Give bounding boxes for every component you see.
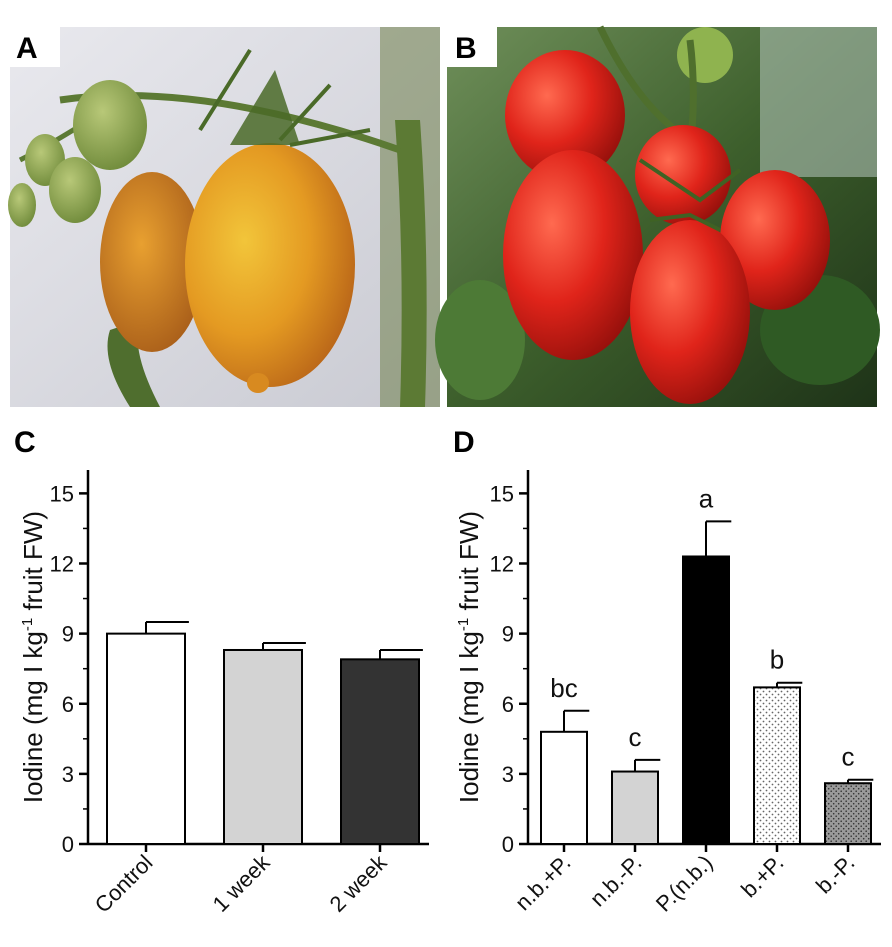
significance-label: c [629, 722, 642, 752]
y-tick-label: 12 [50, 552, 74, 577]
y-tick-label: 9 [502, 622, 514, 647]
photo-ripening-tomatoes [8, 27, 440, 407]
significance-label: c [842, 742, 855, 772]
y-axis-label: Iodine (mg I kg-1 fruit FW) [454, 511, 484, 803]
photo-red-tomatoes [435, 25, 880, 407]
x-tick-label: n.b.-P. [585, 850, 647, 912]
panel-letter-d: D [453, 426, 475, 459]
bar [611, 770, 659, 845]
y-tick-label: 0 [62, 832, 74, 857]
y-axis-label: Iodine (mg I kg-1 fruit FW) [18, 511, 48, 803]
y-tick-label: 15 [50, 481, 74, 506]
panel-letter-c: C [14, 426, 36, 459]
x-tick-label: b.+P. [736, 850, 788, 902]
significance-label: bc [550, 673, 577, 703]
x-tick-label: P.(n.b.) [651, 850, 718, 917]
x-tick-label: n.b.+P. [510, 850, 575, 915]
y-tick-label: 6 [502, 692, 514, 717]
significance-label: a [699, 483, 714, 513]
x-tick-label: 1 week [208, 849, 276, 917]
x-tick-label: b.-P. [811, 850, 860, 899]
y-tick-label: 3 [502, 762, 514, 787]
y-tick-label: 15 [490, 481, 514, 506]
y-tick-label: 12 [490, 552, 514, 577]
bar [824, 782, 872, 845]
bar [682, 555, 730, 845]
bar [223, 648, 303, 845]
bar [540, 730, 588, 845]
panel-letter-a: A [16, 32, 38, 65]
x-tick-label: Control [90, 850, 158, 918]
y-tick-label: 0 [502, 832, 514, 857]
bar [340, 658, 420, 846]
y-tick-label: 3 [62, 762, 74, 787]
y-tick-label: 9 [62, 622, 74, 647]
panel-letter-b: B [455, 32, 477, 65]
y-tick-label: 6 [62, 692, 74, 717]
panel-letter-a-box: A [10, 27, 60, 67]
bar [753, 686, 801, 846]
bar [106, 632, 186, 845]
panel-letter-b-box: B [447, 27, 497, 67]
x-tick-label: 2 week [325, 849, 393, 917]
significance-label: b [770, 645, 784, 675]
